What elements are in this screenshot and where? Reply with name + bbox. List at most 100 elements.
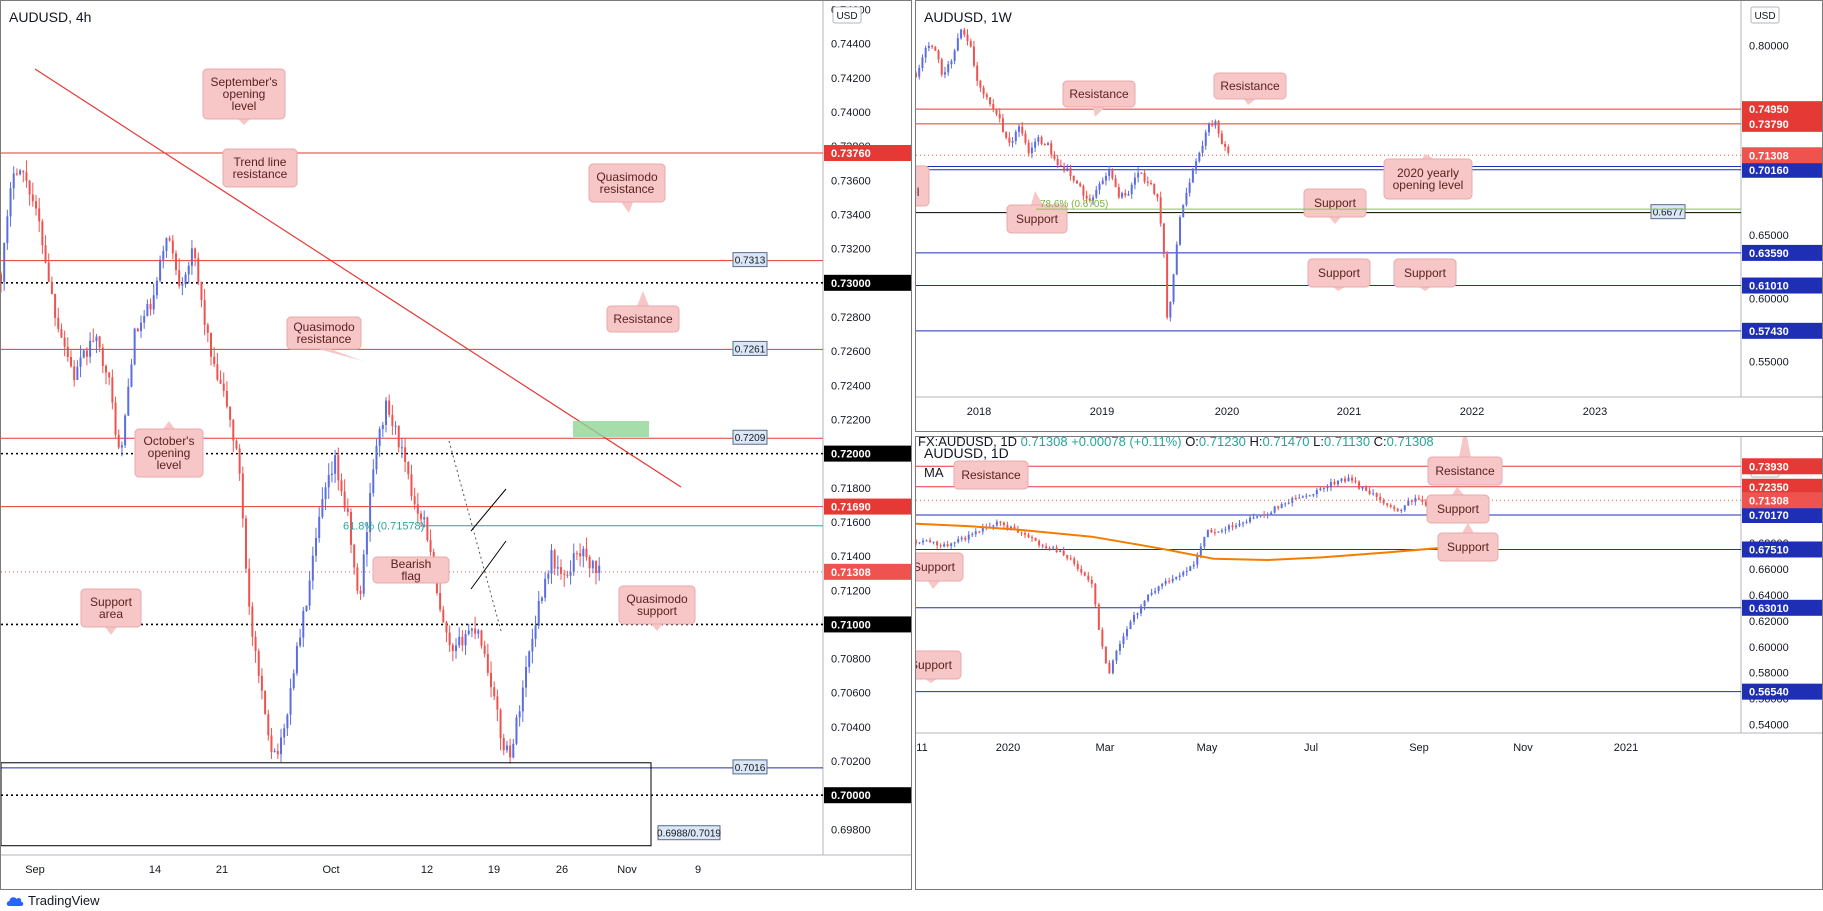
candle-body [124, 415, 127, 446]
annotation-bubble [134, 428, 204, 478]
annotation-pointer [163, 421, 175, 429]
trend-line-resistance [34, 68, 682, 488]
chart-1w-panel[interactable]: 0.550000.600000.650000.700000.750000.800… [915, 0, 1823, 432]
candle-body [547, 573, 550, 579]
candle-body [410, 474, 413, 497]
annotation-bubble [286, 316, 362, 350]
candle-body [1249, 517, 1252, 522]
x-tick-label: 9 [695, 864, 701, 876]
y-tick-label: 0.74000 [831, 107, 871, 119]
candle-body [1147, 594, 1150, 601]
chart-4h-panel[interactable]: 0.69800 0.70000 0.70200 0.70400 0.70600 0.708… [0, 0, 912, 890]
candle-body [1372, 493, 1375, 495]
candle-body [175, 253, 178, 271]
candle-body [560, 567, 563, 574]
legend-open: 0.71230 [1198, 434, 1246, 449]
candle-body [925, 540, 928, 542]
candle-body [1351, 477, 1354, 481]
candle-body [1122, 636, 1125, 644]
currency-badge [832, 6, 862, 24]
level-price-tag-text: 0.73790 [1749, 119, 1789, 131]
candle-body [289, 688, 292, 715]
candle-body [15, 173, 18, 175]
chart-1d-panel[interactable]: 0.540000.560000.580000.600000.620000.640… [915, 436, 1823, 890]
chart-1d-svg[interactable]: 0.540000.560000.580000.600000.620000.640… [916, 437, 1823, 890]
tradingview-logo[interactable]: TradingView [6, 893, 100, 908]
candle-body [302, 610, 305, 638]
level-tag-text: 0.7209 [735, 433, 766, 444]
y-tick-label: 0.69800 [831, 824, 871, 836]
candle-body [1242, 522, 1245, 524]
candle-body [190, 248, 193, 266]
candle-body [299, 637, 302, 646]
candle-body [82, 350, 85, 358]
candle-body [1347, 477, 1350, 482]
annotation-text: Support [90, 595, 133, 609]
annotation-bubble [1383, 158, 1473, 200]
y-tick-label: 0.71200 [831, 585, 871, 597]
candle-body [1115, 650, 1118, 661]
candle-body [203, 299, 206, 325]
candle-body [1252, 517, 1255, 519]
candle-body [397, 425, 400, 448]
annotation-text: Support [1437, 502, 1480, 516]
candle-body [1386, 503, 1389, 506]
candle-body [1009, 526, 1012, 530]
candle-body [1361, 486, 1364, 489]
candle-body [1133, 177, 1136, 185]
annotation-bubble [1427, 456, 1503, 486]
level-price-tag-text: 0.73000 [831, 278, 871, 290]
candle-body [1072, 175, 1075, 181]
candle-body [1298, 497, 1301, 499]
candle-body [388, 400, 391, 415]
y-tick-label: 0.72600 [831, 346, 871, 358]
candle-body [1185, 571, 1188, 573]
candle-body [416, 504, 419, 514]
candle-body [197, 258, 200, 282]
annotation-text: Resistance [1069, 87, 1129, 101]
candle-body [1008, 137, 1011, 143]
candle-body [455, 645, 458, 651]
candle-body [1220, 530, 1223, 532]
candle-body [978, 531, 981, 533]
candle-body [1220, 133, 1223, 144]
annotation-text: level [157, 458, 182, 472]
candle-body [200, 281, 203, 300]
candle-body [1333, 482, 1336, 485]
candle-body [964, 537, 967, 540]
candle-body [569, 572, 572, 576]
candle-body [127, 386, 130, 416]
chart-4h-svg[interactable]: 0.69800 0.70000 0.70200 0.70400 0.70600 0.708… [1, 1, 912, 890]
level-tag-box [732, 429, 768, 445]
candle-body [1191, 168, 1194, 183]
candle-body [1048, 548, 1051, 550]
annotation-text: resistance [233, 167, 288, 181]
y-tick-label: 0.65000 [1749, 230, 1789, 242]
candle-body [6, 216, 9, 244]
candle-body [1154, 591, 1157, 593]
candle-body [216, 364, 219, 380]
candle-body [1214, 121, 1217, 126]
candle-body [114, 402, 117, 435]
candle-body [1259, 514, 1262, 517]
level-tag-box [732, 252, 768, 268]
candle-body [1069, 558, 1072, 560]
candle-body [365, 532, 368, 555]
chart-1w-svg[interactable]: 0.550000.600000.650000.700000.750000.800… [916, 1, 1823, 432]
candle-body [1024, 533, 1027, 535]
y-tick-label: 0.60000 [1749, 293, 1789, 305]
x-tick-label: Jul [1304, 742, 1318, 754]
candle-body [943, 544, 946, 547]
annotation-pointer [1031, 191, 1043, 205]
annotation-pointer [1419, 287, 1431, 291]
candle-body [1305, 495, 1308, 497]
candle-body [505, 745, 508, 751]
candle-body [1192, 564, 1195, 567]
candle-body [1030, 147, 1033, 154]
candle-body [985, 94, 988, 98]
level-price-tag [1742, 458, 1822, 475]
candle-body [381, 424, 384, 430]
candle-body [1157, 586, 1160, 592]
level-price-tag-text: 0.61010 [1749, 281, 1789, 293]
legend-bar-1d: FX:AUDUSD, 1D 0.71308 +0.00078 (+0.11%) … [918, 434, 1434, 449]
